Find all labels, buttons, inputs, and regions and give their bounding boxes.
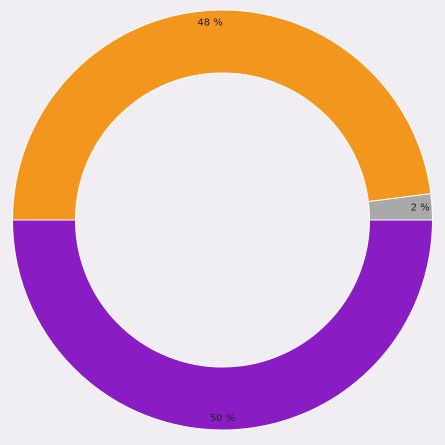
data-label: 48 % [197, 17, 222, 28]
donut-segment [11, 9, 432, 221]
data-label: 50 % [210, 413, 235, 424]
data-label: 2 % [411, 203, 430, 214]
donut-segment [11, 219, 434, 431]
